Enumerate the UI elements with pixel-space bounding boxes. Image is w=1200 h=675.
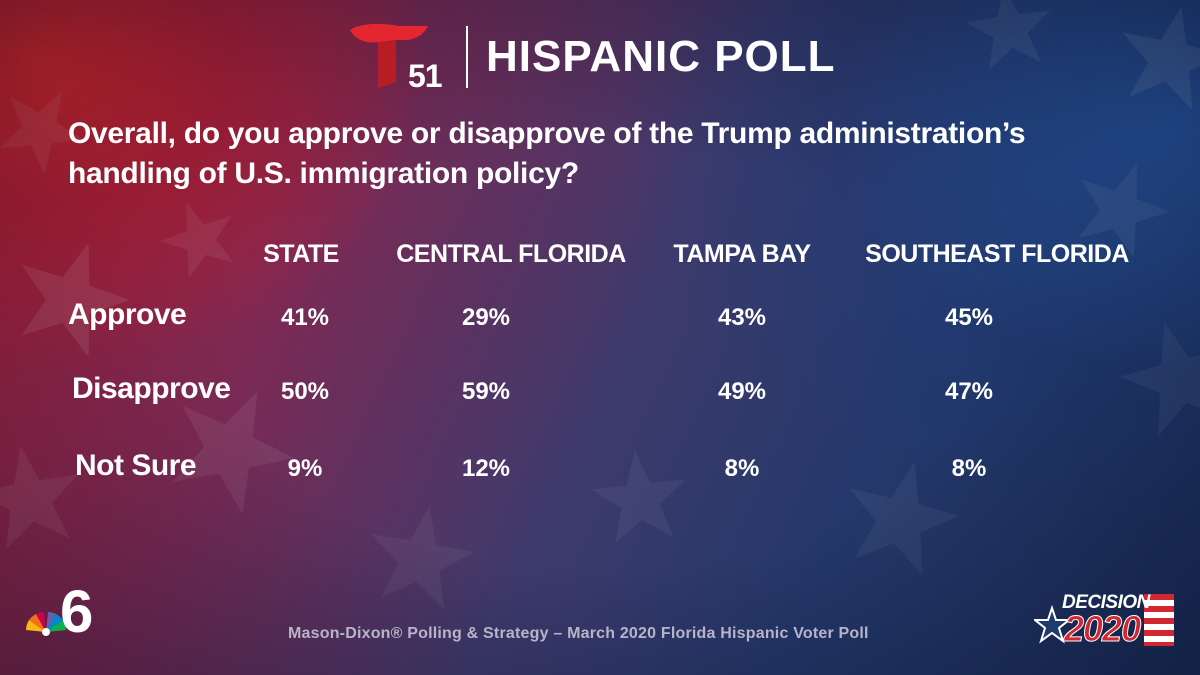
table-cell-approve-tampa-bay: 43% (717, 304, 767, 331)
telemundo-t-icon (350, 23, 428, 89)
poll-question: Overall, do you approve or disapprove of… (68, 117, 1026, 190)
poll-source: Mason-Dixon® Polling & Strategy – March … (288, 625, 869, 642)
column-header-tampa-bay: TAMPA BAY (673, 240, 811, 268)
column-header-state: STATE (263, 240, 339, 268)
table-cell-not-sure-tampa-bay: 8% (724, 455, 760, 482)
table-cell-not-sure-central-florida: 12% (461, 455, 511, 482)
poll-header: 51 HISPANIC POLL (348, 22, 836, 94)
decision-label: DECISION (1062, 592, 1150, 613)
nbc-peacock-icon (26, 612, 66, 636)
table-cell-disapprove-state: 50% (280, 378, 330, 405)
header-divider (466, 26, 468, 88)
row-label-approve: Approve (68, 298, 187, 331)
telemundo-channel-number: 51 (408, 58, 443, 94)
row-label-disapprove: Disapprove (72, 372, 231, 405)
table-cell-approve-southeast-florida: 45% (944, 304, 994, 331)
column-header-central-florida: CENTRAL FLORIDA (396, 240, 626, 268)
table-cell-approve-state: 41% (280, 304, 330, 331)
table-cell-disapprove-southeast-florida: 47% (944, 378, 994, 405)
decision-year: 2020 (1063, 608, 1141, 650)
table-cell-disapprove-tampa-bay: 49% (717, 378, 767, 405)
table-cell-disapprove-central-florida: 59% (461, 378, 511, 405)
table-cell-approve-central-florida: 29% (461, 304, 511, 331)
row-label-not-sure: Not Sure (75, 449, 197, 482)
table-cell-not-sure-state: 9% (287, 455, 323, 482)
decision-2020-logo: DECISION 2020 (1032, 590, 1176, 650)
table-cell-not-sure-southeast-florida: 8% (951, 455, 987, 482)
nbc6-logo: 6 (24, 582, 94, 648)
column-header-southeast-florida: SOUTHEAST FLORIDA (865, 240, 1129, 268)
decision-flag-star-icon (1032, 594, 1174, 646)
telemundo-logo: 51 (348, 22, 448, 94)
nbc-channel-number: 6 (60, 578, 94, 645)
poll-title: HISPANIC POLL (486, 32, 836, 81)
